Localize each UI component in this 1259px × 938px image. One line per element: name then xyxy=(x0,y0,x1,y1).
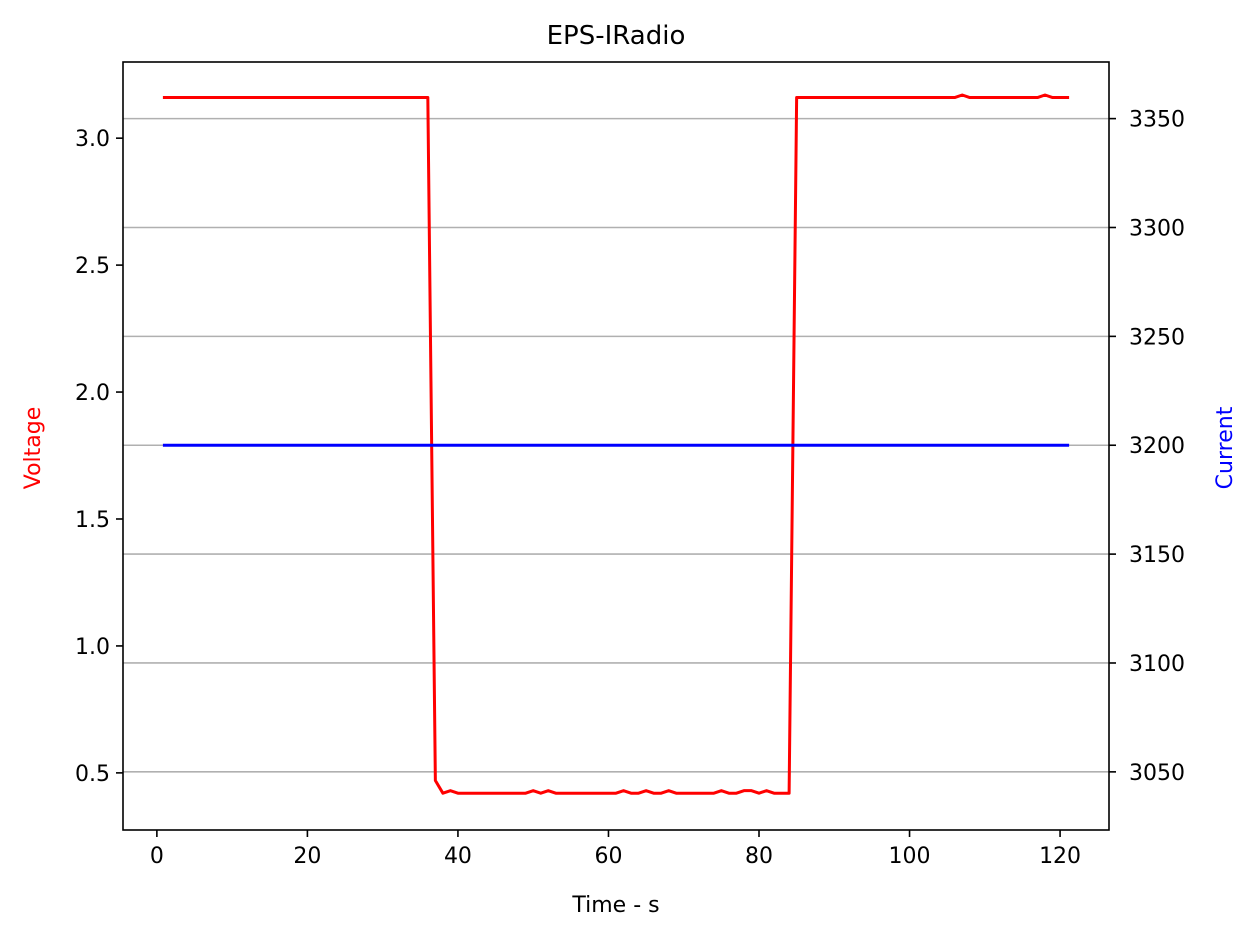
y-left-tick-label: 2.5 xyxy=(75,254,110,279)
y-axis-left: 0.5 1.0 1.5 2.0 2.5 3.0 xyxy=(75,127,123,787)
y-right-tick-label: 3150 xyxy=(1129,543,1185,568)
x-tick-label: 40 xyxy=(444,844,472,869)
x-tick-label: 20 xyxy=(293,844,321,869)
y-left-tick-label: 1.5 xyxy=(75,508,110,533)
y-left-tick-label: 3.0 xyxy=(75,127,110,152)
x-tick-label: 60 xyxy=(594,844,622,869)
y-left-tick-label: 0.5 xyxy=(75,762,110,787)
x-tick-label: 100 xyxy=(889,844,931,869)
y-axis-right-label: Current xyxy=(1213,406,1238,489)
y-right-tick-label: 3200 xyxy=(1129,434,1185,459)
y-right-tick-label: 3050 xyxy=(1129,761,1185,786)
y-left-tick-label: 2.0 xyxy=(75,381,110,406)
y-right-tick-label: 3100 xyxy=(1129,652,1185,677)
x-tick-label: 120 xyxy=(1039,844,1081,869)
x-tick-label: 80 xyxy=(745,844,773,869)
x-axis-label: Time - s xyxy=(571,893,659,918)
series-layer xyxy=(162,93,1070,795)
chart-title: EPS-IRadio xyxy=(547,21,686,51)
y-axis-left-label: Voltage xyxy=(21,407,46,490)
series-line-voltage xyxy=(162,93,1070,795)
y-left-tick-label: 1.0 xyxy=(75,635,110,660)
y-right-tick-label: 3300 xyxy=(1129,216,1185,241)
x-tick-label: 0 xyxy=(150,844,164,869)
y-right-tick-label: 3250 xyxy=(1129,325,1185,350)
y-right-tick-label: 3350 xyxy=(1129,108,1185,133)
y-axis-right: 3050 3100 3150 3200 3250 3300 3350 xyxy=(1109,108,1185,786)
x-axis: 0 20 40 60 80 100 120 xyxy=(150,830,1081,869)
